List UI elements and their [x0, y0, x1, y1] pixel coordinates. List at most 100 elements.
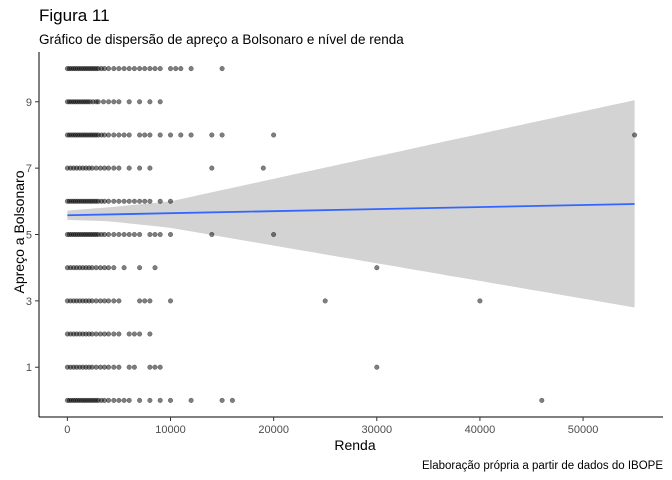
- x-tick-label: 30000: [361, 424, 392, 436]
- scatter-point: [116, 298, 122, 304]
- scatter-point: [137, 397, 143, 403]
- scatter-point: [116, 397, 122, 403]
- scatter-point: [147, 397, 153, 403]
- scatter-point: [106, 397, 112, 403]
- scatter-point: [116, 364, 122, 370]
- scatter-point: [137, 298, 143, 304]
- y-tick-label: 9: [26, 97, 32, 109]
- scatter-point: [271, 132, 277, 138]
- scatter-point: [632, 132, 638, 138]
- scatter-point: [126, 99, 132, 105]
- scatter-point: [116, 132, 122, 138]
- scatter-point: [111, 165, 117, 171]
- scatter-point: [374, 364, 380, 370]
- scatter-point: [93, 364, 99, 370]
- scatter-point: [121, 198, 127, 204]
- scatter-point: [137, 132, 143, 138]
- scatter-point: [152, 66, 158, 72]
- scatter-point: [111, 66, 117, 72]
- scatter-point: [137, 331, 143, 337]
- scatter-point: [188, 132, 194, 138]
- scatter-point: [111, 198, 117, 204]
- scatter-point: [157, 231, 163, 237]
- scatter-point: [173, 66, 179, 72]
- scatter-point: [137, 66, 143, 72]
- x-tick-label: 50000: [568, 424, 599, 436]
- scatter-point: [100, 99, 106, 105]
- scatter-point: [167, 132, 173, 138]
- scatter-point: [106, 265, 112, 271]
- scatter-point: [126, 397, 132, 403]
- scatter-point: [126, 132, 132, 138]
- scatter-point: [167, 231, 173, 237]
- scatter-point: [147, 165, 153, 171]
- scatter-point: [374, 265, 380, 271]
- x-tick-label: 40000: [465, 424, 496, 436]
- scatter-point: [111, 331, 117, 337]
- scatter-point: [152, 231, 158, 237]
- scatter-point: [167, 66, 173, 72]
- scatter-point: [131, 331, 137, 337]
- scatter-point: [152, 265, 158, 271]
- y-tick-label: 7: [26, 163, 32, 175]
- scatter-point: [126, 364, 132, 370]
- scatter-point: [106, 99, 112, 105]
- scatter-point: [131, 364, 137, 370]
- scatter-point: [93, 165, 99, 171]
- trend-line-layer: [67, 203, 635, 217]
- scatter-point: [93, 298, 99, 304]
- scatter-point: [116, 165, 122, 171]
- scatter-point: [157, 99, 163, 105]
- scatter-point: [219, 397, 225, 403]
- scatter-point: [111, 99, 117, 105]
- scatter-point: [106, 364, 112, 370]
- scatter-point: [147, 132, 153, 138]
- scatter-point: [121, 132, 127, 138]
- scatter-point: [219, 132, 225, 138]
- scatter-point: [157, 397, 163, 403]
- scatter-point: [121, 265, 127, 271]
- scatter-point: [147, 231, 153, 237]
- scatter-point: [157, 66, 163, 72]
- confidence-band-layer: [67, 100, 635, 308]
- scatter-point: [178, 66, 184, 72]
- y-tick-label: 3: [26, 296, 32, 308]
- scatter-point: [116, 66, 122, 72]
- scatter-point: [260, 165, 266, 171]
- scatter-point: [131, 66, 137, 72]
- scatter-point: [116, 198, 122, 204]
- scatter-point: [111, 231, 117, 237]
- scatter-point: [167, 298, 173, 304]
- scatter-point: [111, 132, 117, 138]
- scatter-point: [142, 66, 148, 72]
- y-tick-label: 5: [26, 230, 32, 242]
- scatter-point: [126, 66, 132, 72]
- x-axis-label: Renda: [334, 437, 376, 453]
- axes-layer: 0 10000 20000 30000 40000 50000 1 3 5 7 9: [26, 52, 663, 436]
- scatter-point: [116, 231, 122, 237]
- trend-line: [67, 203, 635, 217]
- scatter-point: [121, 66, 127, 72]
- scatter-point: [116, 331, 122, 337]
- scatter-point: [477, 298, 483, 304]
- scatter-point: [106, 132, 112, 138]
- scatter-point: [106, 331, 112, 337]
- scatter-point: [116, 99, 122, 105]
- scatter-point: [126, 198, 132, 204]
- scatter-point: [121, 231, 127, 237]
- scatter-point: [539, 397, 545, 403]
- scatter-point: [111, 265, 117, 271]
- scatter-point: [147, 298, 153, 304]
- scatter-point: [137, 265, 143, 271]
- scatter-point: [126, 331, 132, 337]
- x-tick-label: 0: [64, 424, 70, 436]
- scatter-point: [137, 99, 143, 105]
- y-axis-label: Apreço a Bolsonaro: [11, 170, 27, 294]
- scatter-point: [95, 99, 101, 105]
- scatter-point: [131, 198, 137, 204]
- scatter-point: [167, 198, 173, 204]
- scatter-point: [126, 231, 132, 237]
- chart-caption: Elaboração própria a partir de dados do …: [421, 460, 663, 472]
- y-tick-label: 1: [26, 362, 32, 374]
